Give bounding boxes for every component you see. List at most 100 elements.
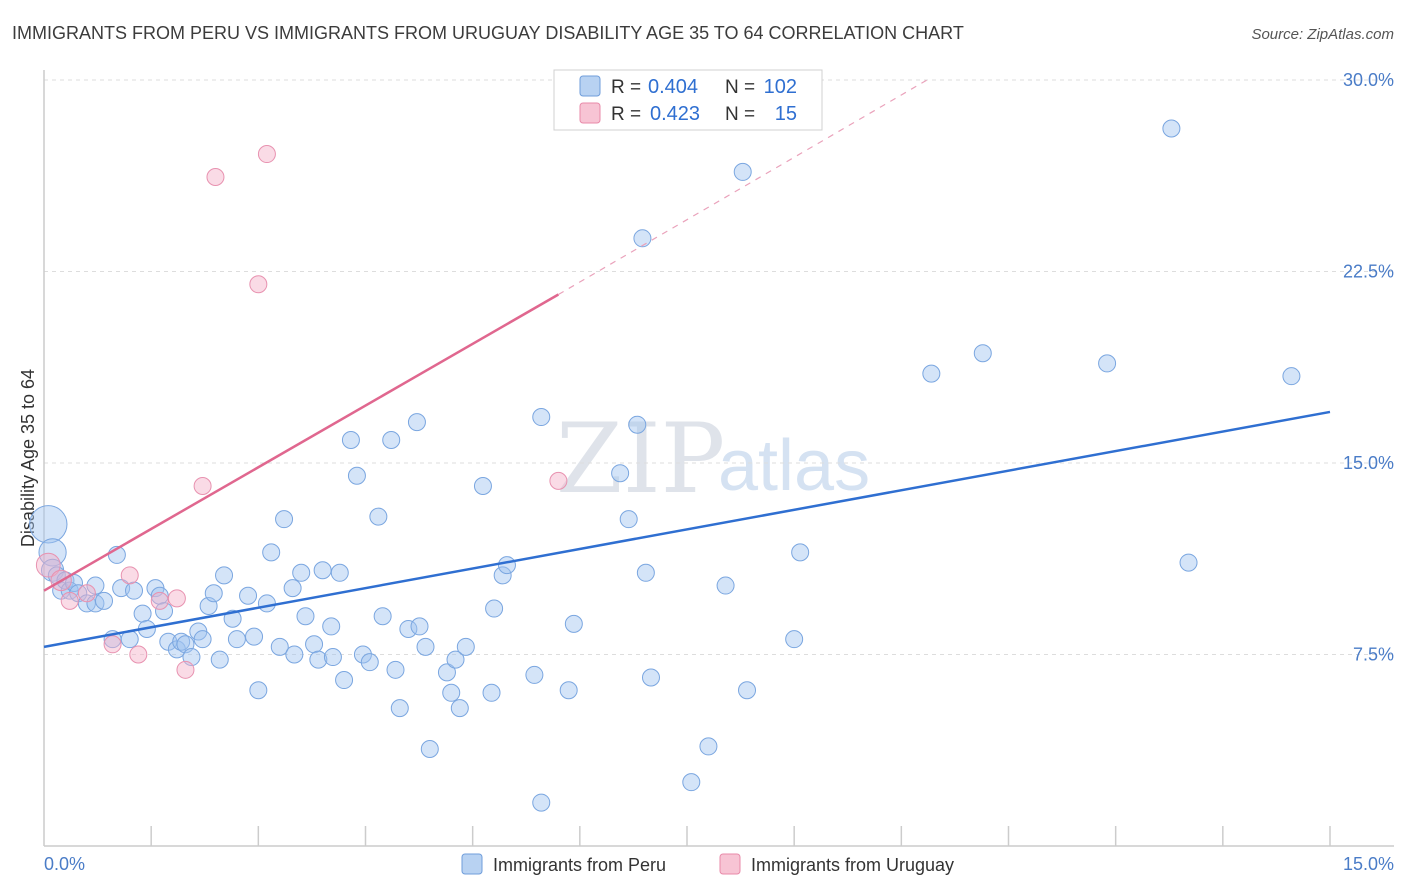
peru-point-18	[133, 604, 152, 623]
watermark-zip: ZIP	[556, 403, 725, 515]
peru-point-96	[922, 364, 941, 383]
uruguay-point-9	[176, 660, 195, 679]
peru-point-86	[633, 229, 652, 248]
y-axis-label: Disability Age 35 to 64	[18, 369, 38, 547]
y-tick-label-1: 15.0%	[1343, 453, 1394, 473]
uruguay-point-8	[167, 589, 186, 608]
peru-point-93	[738, 681, 757, 700]
peru-point-1	[38, 538, 67, 567]
peru-point-82	[564, 614, 583, 633]
watermark: ZIP atlas	[556, 403, 870, 515]
peru-point-50	[322, 617, 341, 636]
peru-point-34	[223, 609, 242, 628]
y-tick-label-0: 7.5%	[1353, 645, 1394, 665]
chart-source: Source: ZipAtlas.com	[1251, 26, 1394, 43]
x-ticks	[150, 826, 1331, 846]
peru-point-36	[239, 586, 258, 605]
peru-point-90	[699, 737, 718, 756]
peru-point-44	[285, 645, 304, 664]
peru-point-95	[791, 543, 810, 562]
peru-point-17	[125, 581, 144, 600]
y-tick-labels: 7.5% 15.0% 22.5% 30.0%	[1343, 70, 1394, 665]
peru-point-88	[641, 668, 660, 687]
uruguay-point-0	[35, 552, 61, 578]
peru-point-98	[1098, 354, 1117, 373]
peru-point-67	[420, 739, 439, 758]
peru-point-52	[330, 563, 349, 582]
legend-box: R = 0.404 N = 102 R = 0.423 N = 15	[553, 69, 823, 131]
uruguay-point-7	[150, 591, 169, 610]
peru-point-39	[257, 594, 276, 613]
bottom-legend-peru: Immigrants from Peru	[493, 855, 666, 875]
peru-point-78	[525, 665, 544, 684]
peru-point-101	[1282, 367, 1301, 386]
peru-point-0	[29, 505, 68, 544]
peru-point-40	[262, 543, 281, 562]
peru-point-49	[313, 561, 332, 580]
peru-point-60	[382, 431, 401, 450]
bottom-legend: Immigrants from Peru Immigrants from Uru…	[461, 853, 954, 875]
bottom-legend-swatch-peru	[461, 853, 483, 875]
legend-swatch-uruguay	[579, 102, 601, 124]
peru-point-58	[369, 507, 388, 526]
peru-point-43	[283, 579, 302, 598]
peru-trend-line	[43, 410, 1331, 649]
peru-point-65	[410, 617, 429, 636]
uruguay-point-12	[249, 275, 268, 294]
bottom-legend-uruguay: Immigrants from Uruguay	[751, 855, 954, 875]
uruguay-trend-line	[43, 293, 560, 592]
legend-peru-n-value: 102	[764, 76, 797, 98]
uruguay-point-3	[77, 584, 96, 603]
peru-point-42	[275, 510, 294, 529]
peru-point-46	[296, 607, 315, 626]
peru-point-31	[204, 584, 223, 603]
peru-point-72	[456, 637, 475, 656]
peru-point-29	[193, 630, 212, 649]
peru-point-97	[973, 344, 992, 363]
peru-point-56	[353, 645, 372, 664]
peru-point-80	[532, 793, 551, 812]
peru-point-45	[292, 563, 311, 582]
legend-uruguay-n-label: N =	[725, 104, 755, 125]
peru-point-94	[785, 630, 804, 649]
peru-point-62	[390, 699, 409, 718]
peru-point-77	[497, 556, 516, 575]
legend-uruguay-r-label: R =	[611, 104, 641, 125]
peru-point-32	[210, 650, 229, 669]
legend-uruguay-n-value: 15	[775, 103, 797, 125]
legend-uruguay-r-value: 0.423	[650, 103, 700, 125]
legend-peru-r-label: R =	[611, 77, 641, 98]
uruguay-point-4	[103, 635, 122, 654]
uruguay-point-2	[60, 591, 79, 610]
legend-swatch-peru	[579, 75, 601, 97]
peru-point-74	[482, 683, 501, 702]
peru-point-47	[305, 635, 324, 654]
peru-point-75	[485, 599, 504, 618]
peru-point-55	[347, 466, 366, 485]
peru-point-99	[1162, 119, 1181, 138]
peru-point-61	[386, 660, 405, 679]
peru-point-100	[1179, 553, 1198, 572]
trend-lines	[43, 79, 1331, 649]
uruguay-point-6	[129, 645, 148, 664]
peru-point-91	[716, 576, 735, 595]
x-tick-label-min: 0.0%	[44, 854, 85, 874]
uruguay-point-11	[206, 168, 225, 187]
peru-point-79	[532, 408, 551, 427]
uruguay-point-5	[120, 566, 139, 585]
peru-point-48	[309, 650, 328, 669]
peru-point-84	[619, 510, 638, 529]
y-tick-label-3: 30.0%	[1343, 70, 1394, 90]
peru-point-68	[437, 663, 456, 682]
uruguay-point-13	[257, 145, 276, 164]
bottom-legend-swatch-uruguay	[719, 853, 741, 875]
legend-peru-r-value: 0.404	[648, 76, 698, 98]
peru-point-83	[611, 464, 630, 483]
x-tick-label-max: 15.0%	[1343, 854, 1394, 874]
chart-title: IMMIGRANTS FROM PERU VS IMMIGRANTS FROM …	[12, 23, 964, 43]
uruguay-point-14	[549, 471, 568, 490]
peru-point-71	[450, 699, 469, 718]
peru-point-63	[399, 619, 418, 638]
peru-point-89	[682, 773, 701, 792]
